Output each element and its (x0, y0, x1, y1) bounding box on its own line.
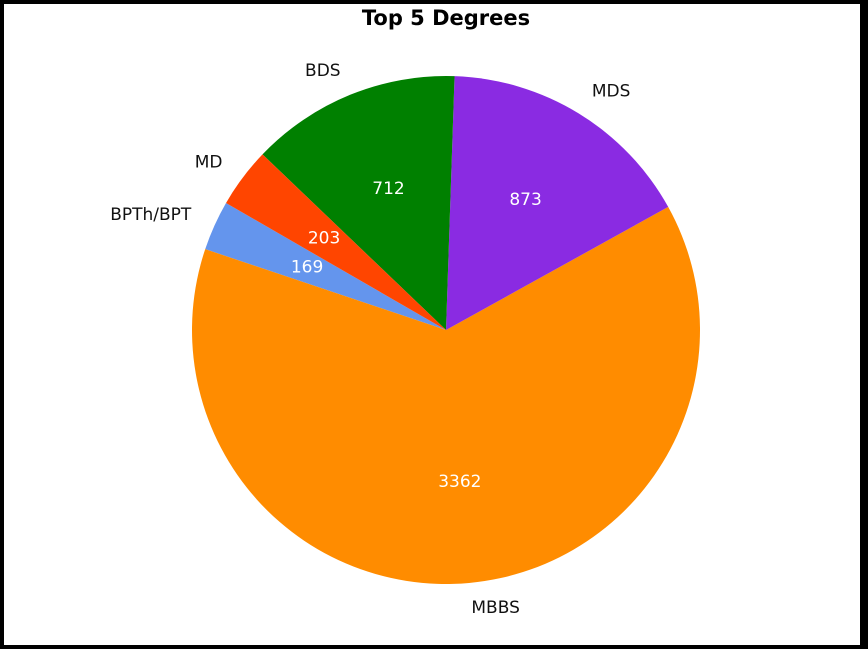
slice-value-bds: 712 (372, 179, 404, 199)
pie-labels: BPTh/BPT 169 MBBS 3362 MDS 873 BDS 712 MD 203 (110, 61, 630, 618)
pie-slice-md (226, 154, 446, 330)
slice-label-bds: BDS (305, 61, 341, 81)
pie-slices (192, 76, 701, 585)
slice-value-md: 203 (308, 229, 340, 249)
pie-slice-bds (262, 76, 455, 330)
slice-value-mds: 873 (509, 190, 541, 210)
slice-label-bpth-bpt: BPTh/BPT (110, 205, 192, 225)
slice-value-mbbs: 3362 (438, 472, 481, 492)
slice-label-md: MD (195, 152, 223, 172)
pie-slice-bpth-bpt (205, 203, 446, 330)
pie-slice-mds (446, 76, 669, 331)
chart-title: Top 5 Degrees (361, 6, 531, 30)
pie-slice-mbbs (192, 206, 701, 585)
slice-label-mds: MDS (592, 82, 631, 102)
slice-value-bpth-bpt: 169 (291, 257, 323, 277)
slice-label-mbbs: MBBS (471, 598, 520, 618)
